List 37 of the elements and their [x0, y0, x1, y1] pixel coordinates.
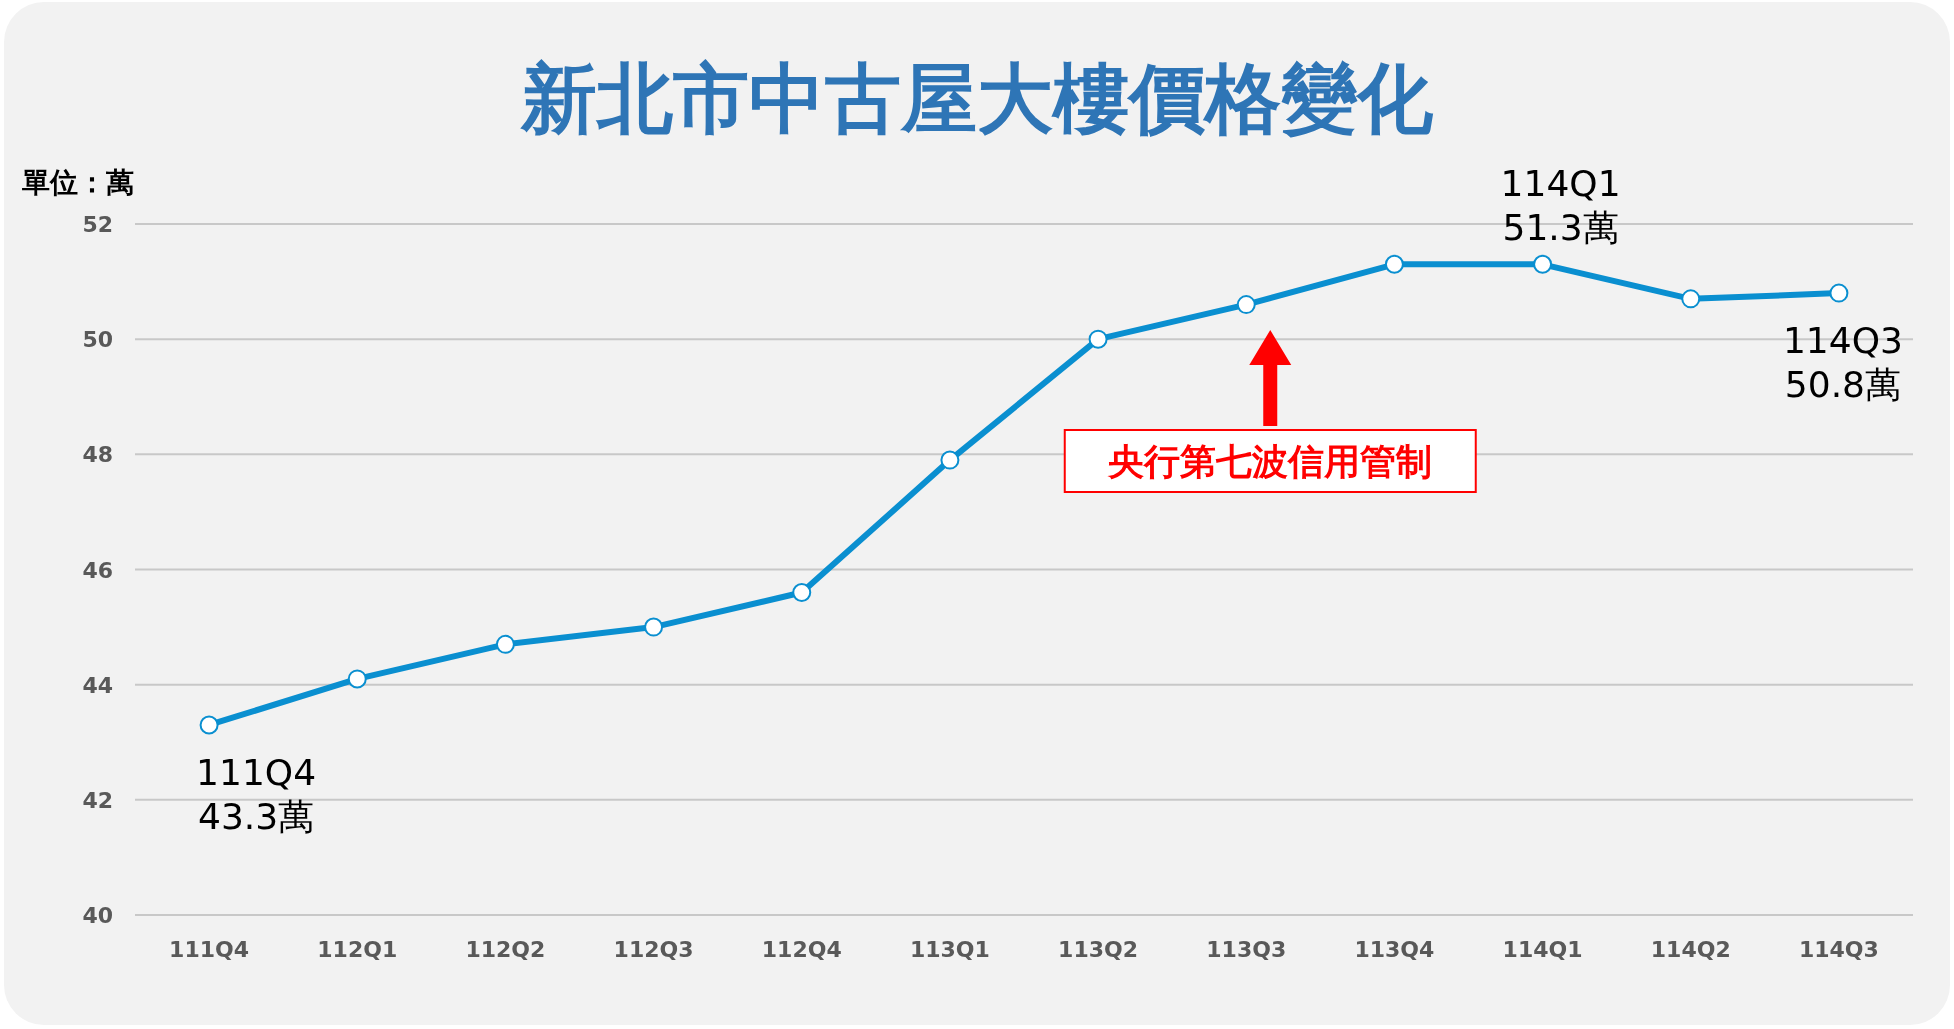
- point: [1533, 254, 1553, 274]
- x-tick-label: 113Q2: [1058, 937, 1139, 962]
- point: [1829, 283, 1849, 303]
- x-tick-label: 114Q1: [1502, 937, 1583, 962]
- annotation: 111Q4 43.3萬: [196, 751, 317, 837]
- x-tick-label: 114Q3: [1798, 937, 1879, 962]
- chart-title: 新北市中古屋大樓價格變化: [520, 54, 1434, 143]
- y-tick-label: 48: [82, 442, 113, 468]
- x-tick-label: 113Q3: [1206, 937, 1287, 962]
- point: [644, 617, 664, 637]
- point: [940, 450, 960, 470]
- x-tick-label: 112Q1: [317, 937, 398, 962]
- x-tick-label: 112Q2: [465, 937, 546, 962]
- point: [792, 583, 812, 603]
- x-tick-label: 114Q2: [1650, 937, 1731, 962]
- point: [1088, 329, 1108, 349]
- x-tick-label: 111Q4: [169, 937, 250, 962]
- x-tick-label: 112Q4: [761, 937, 842, 962]
- x-tick-label: 112Q3: [613, 937, 694, 962]
- point: [495, 634, 515, 654]
- y-tick-label: 46: [82, 557, 113, 583]
- y-tick-label: 42: [82, 787, 113, 813]
- y-tick-label: 50: [82, 327, 113, 353]
- x-tick-label: 113Q4: [1354, 937, 1435, 962]
- point: [1681, 289, 1701, 309]
- y-tick-label: 44: [82, 672, 113, 698]
- x-tick-label: 113Q1: [909, 937, 990, 962]
- annotation: 114Q3 50.8萬: [1782, 320, 1903, 406]
- annotation: 114Q1 51.3萬: [1500, 163, 1621, 249]
- annotation: 央行第七波信用管制: [1107, 441, 1433, 482]
- point: [1384, 254, 1404, 274]
- y-axis-title: 單位：萬: [21, 166, 134, 199]
- point: [199, 715, 219, 735]
- point: [1236, 295, 1256, 315]
- y-tick-label: 52: [82, 212, 113, 237]
- point: [347, 669, 367, 689]
- y-tick-label: 40: [82, 903, 113, 928]
